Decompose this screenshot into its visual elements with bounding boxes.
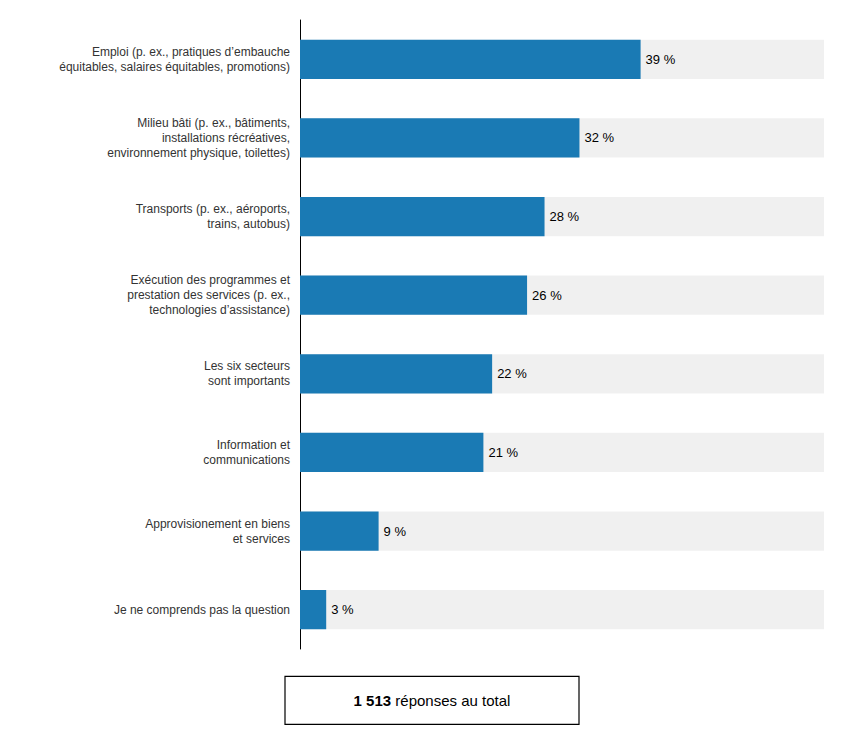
svg-text:Emploi (p. ex., pratiques d’em: Emploi (p. ex., pratiques d’embauche xyxy=(92,45,290,59)
svg-text:et services: et services xyxy=(233,532,290,546)
svg-text:installations récréatives,: installations récréatives, xyxy=(162,131,290,145)
svg-text:Information et: Information et xyxy=(217,438,291,452)
svg-text:trains, autobus): trains, autobus) xyxy=(207,217,290,231)
svg-text:prestation des services (p. ex: prestation des services (p. ex., xyxy=(127,288,290,302)
svg-text:9 %: 9 % xyxy=(384,524,407,539)
svg-text:39 %: 39 % xyxy=(646,52,676,67)
svg-text:Transports (p. ex., aéroports,: Transports (p. ex., aéroports, xyxy=(136,202,290,216)
svg-text:Approvisionement en biens: Approvisionement en biens xyxy=(145,517,290,531)
svg-text:environnement physique, toilet: environnement physique, toilettes) xyxy=(107,146,290,160)
svg-text:3 %: 3 % xyxy=(331,602,354,617)
svg-text:32 %: 32 % xyxy=(584,130,614,145)
svg-text:Exécution des programmes et: Exécution des programmes et xyxy=(131,273,291,287)
svg-text:Je ne comprends pas la questio: Je ne comprends pas la question xyxy=(114,603,290,617)
svg-text:1 513: 1 513 xyxy=(354,692,392,709)
svg-text:technologies d’assistance): technologies d’assistance) xyxy=(149,303,290,317)
svg-text:réponses au total: réponses au total xyxy=(391,692,510,709)
svg-text:équitables, salaires équitable: équitables, salaires équitables, promoti… xyxy=(59,60,290,74)
svg-text:26 %: 26 % xyxy=(532,288,562,303)
svg-text:communications: communications xyxy=(203,453,290,467)
svg-text:sont importants: sont importants xyxy=(208,374,290,388)
svg-text:28 %: 28 % xyxy=(550,209,580,224)
svg-text:22 %: 22 % xyxy=(497,366,527,381)
svg-text:Milieu bâti (p. ex., bâtiments: Milieu bâti (p. ex., bâtiments, xyxy=(137,116,290,130)
svg-text:Les six secteurs: Les six secteurs xyxy=(204,359,290,373)
svg-text:21 %: 21 % xyxy=(488,445,518,460)
